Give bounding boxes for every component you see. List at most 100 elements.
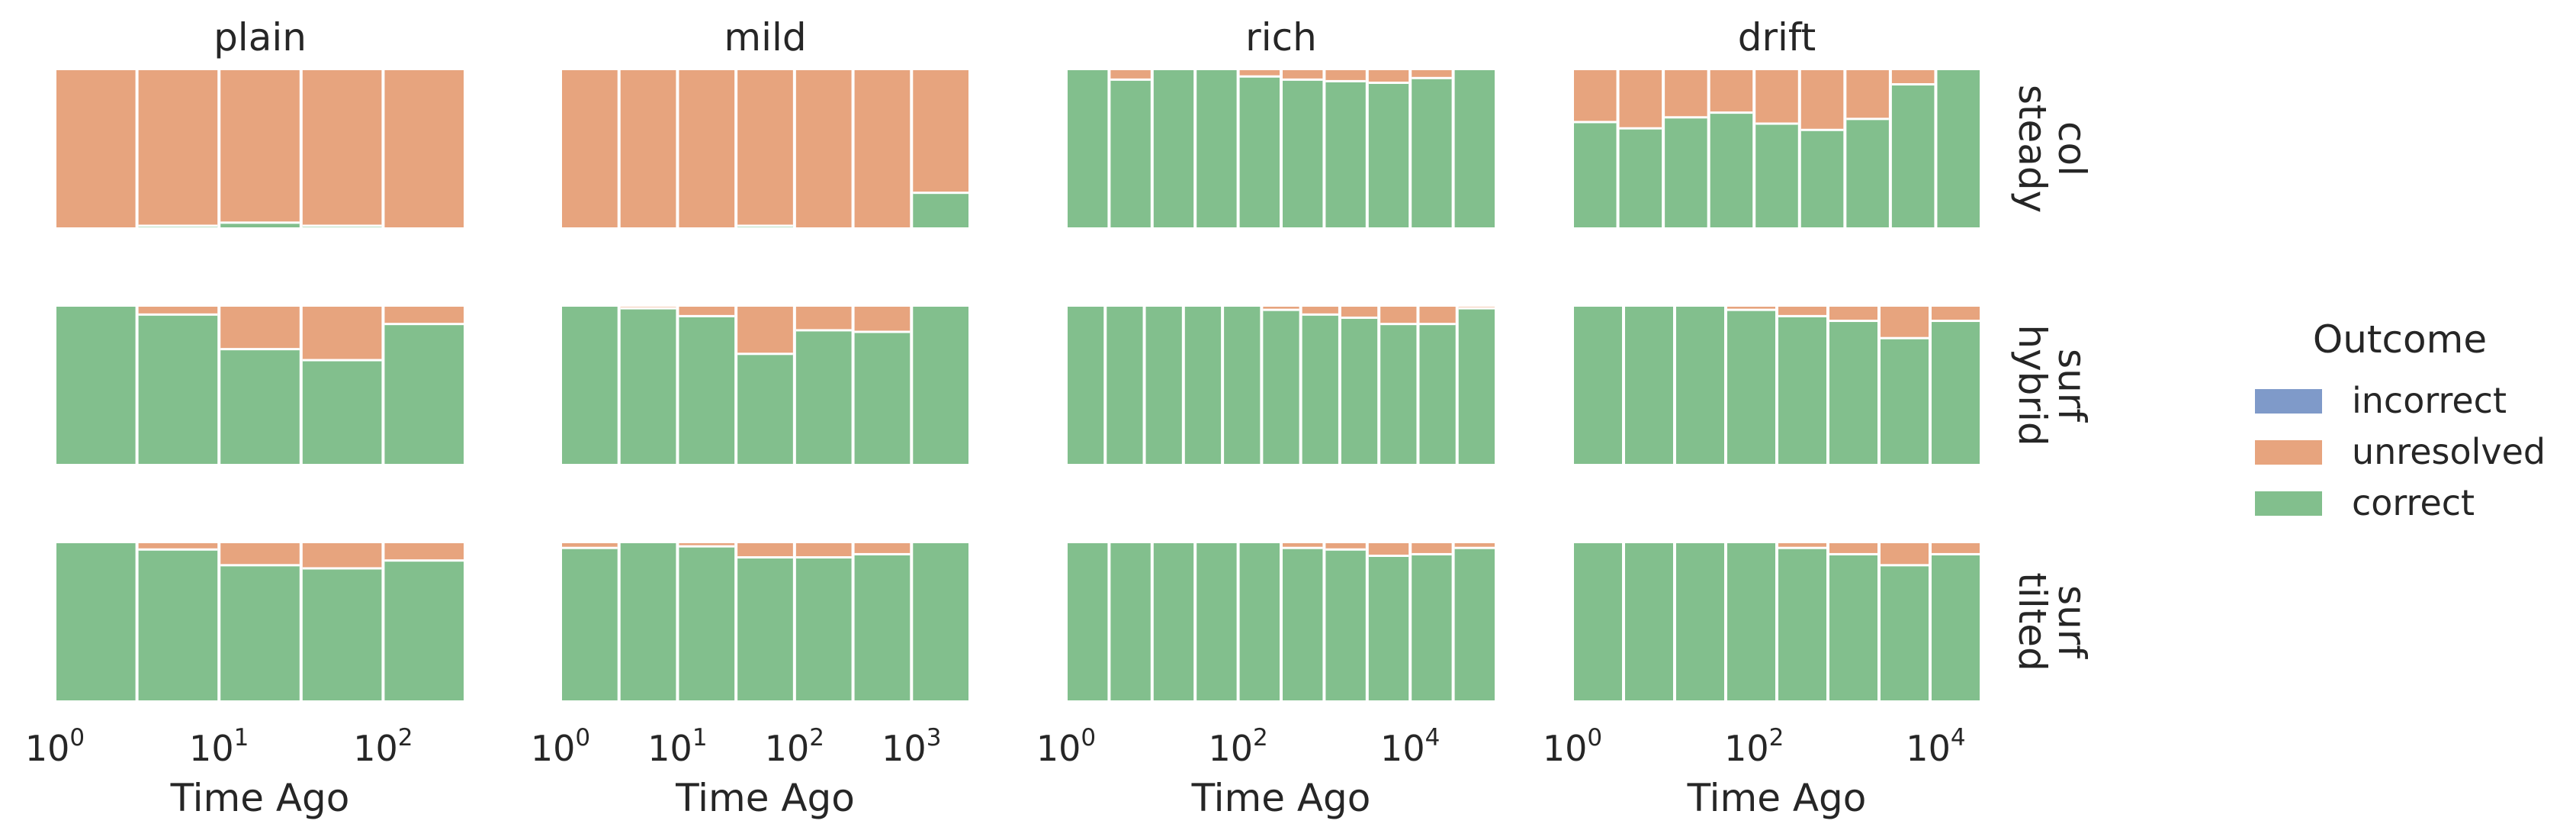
bar-correct bbox=[1153, 70, 1194, 227]
bar-segment-divider bbox=[562, 546, 618, 549]
bar-correct bbox=[1458, 308, 1495, 464]
bar-segment-divider bbox=[138, 548, 218, 551]
bar-unresolved bbox=[138, 543, 218, 550]
legend-label: unresolved bbox=[2352, 431, 2545, 472]
bar-correct bbox=[1932, 320, 1980, 464]
panel-rich-1 bbox=[1068, 307, 1495, 464]
panel-plain-0 bbox=[56, 70, 464, 227]
x-axis-label: Time Ago bbox=[675, 776, 855, 820]
bar-correct bbox=[1881, 338, 1929, 464]
bar-segment-divider bbox=[220, 564, 300, 567]
bar-unresolved bbox=[1412, 543, 1452, 555]
bar-correct bbox=[620, 308, 676, 464]
bar-correct bbox=[562, 307, 618, 464]
column-title: mild bbox=[724, 15, 806, 60]
bar-correct bbox=[1881, 565, 1929, 700]
bar-unresolved bbox=[913, 70, 968, 193]
bar-correct bbox=[1283, 79, 1323, 227]
legend-item-unresolved: unresolved bbox=[2255, 431, 2545, 472]
bar-correct bbox=[1727, 543, 1775, 700]
bar-segment-divider bbox=[1368, 81, 1409, 84]
bar-correct bbox=[302, 360, 382, 464]
bar-unresolved bbox=[1755, 70, 1798, 124]
bar-correct bbox=[1412, 554, 1452, 700]
bar-unresolved bbox=[737, 543, 793, 558]
legend-label: incorrect bbox=[2352, 380, 2507, 421]
bar-unresolved bbox=[138, 307, 218, 315]
bar-correct bbox=[1419, 323, 1456, 464]
bar-correct bbox=[1068, 70, 1108, 227]
bar-unresolved bbox=[1778, 307, 1826, 317]
x-tick-label: 102 bbox=[1724, 724, 1784, 769]
bar-segment-divider bbox=[1829, 320, 1877, 323]
bar-correct bbox=[854, 554, 911, 700]
bar-unresolved bbox=[56, 70, 136, 227]
bar-unresolved bbox=[1283, 70, 1323, 80]
bar-correct bbox=[1574, 121, 1617, 227]
bar-correct bbox=[1778, 316, 1826, 464]
bar-segment-divider bbox=[1778, 314, 1826, 317]
bar-correct bbox=[679, 316, 735, 464]
bar-correct bbox=[795, 557, 852, 700]
bar-unresolved bbox=[1829, 307, 1877, 321]
bar-unresolved bbox=[679, 70, 735, 227]
bar-segment-divider bbox=[1380, 323, 1417, 326]
x-tick-label: 102 bbox=[1208, 724, 1267, 769]
bar-segment-divider bbox=[1778, 546, 1826, 549]
bar-correct bbox=[1224, 307, 1261, 464]
bar-unresolved bbox=[1881, 307, 1929, 339]
bar-segment-divider bbox=[1341, 316, 1378, 319]
bar-unresolved bbox=[1302, 307, 1338, 315]
bar-correct bbox=[1302, 314, 1338, 464]
bar-unresolved bbox=[1454, 543, 1495, 549]
bar-correct bbox=[1619, 128, 1662, 227]
bar-unresolved bbox=[1829, 543, 1877, 555]
bar-unresolved bbox=[1619, 70, 1662, 129]
bar-unresolved bbox=[1263, 307, 1299, 311]
bar-unresolved bbox=[854, 543, 911, 555]
bar-unresolved bbox=[1800, 70, 1844, 130]
bar-correct bbox=[1110, 79, 1151, 227]
bar-correct bbox=[1574, 543, 1622, 700]
x-tick-label: 101 bbox=[189, 724, 249, 769]
bar-segment-divider bbox=[1574, 121, 1617, 124]
bar-correct bbox=[1283, 548, 1323, 700]
bar-segment-divider bbox=[1419, 323, 1456, 326]
bar-segment-divider bbox=[384, 559, 464, 562]
bar-unresolved bbox=[384, 307, 464, 324]
bar-correct bbox=[1454, 548, 1495, 700]
bar-unresolved bbox=[854, 307, 911, 332]
bar-correct bbox=[1937, 70, 1980, 227]
bar-segment-divider bbox=[1412, 552, 1452, 555]
x-tick-label: 104 bbox=[1380, 724, 1440, 769]
bar-correct bbox=[1710, 112, 1753, 227]
x-tick-label: 103 bbox=[882, 724, 941, 769]
bar-correct bbox=[1755, 124, 1798, 227]
panel-drift-1 bbox=[1574, 307, 1980, 464]
bar-correct bbox=[220, 349, 300, 464]
bar-unresolved bbox=[1283, 543, 1323, 549]
bar-segment-divider bbox=[302, 224, 382, 227]
bar-correct bbox=[913, 307, 968, 464]
bar-correct bbox=[1574, 307, 1622, 464]
bar-unresolved bbox=[562, 543, 618, 549]
row-label-line2: hybrid bbox=[2010, 324, 2054, 446]
bar-unresolved bbox=[1727, 307, 1775, 311]
bar-correct bbox=[1800, 130, 1844, 227]
bar-correct bbox=[302, 568, 382, 700]
panel-mild-2 bbox=[562, 543, 968, 700]
bar-segment-divider bbox=[854, 330, 911, 333]
bar-unresolved bbox=[795, 543, 852, 558]
bar-segment-divider bbox=[1283, 78, 1323, 81]
bar-correct bbox=[1239, 76, 1280, 228]
bar-unresolved bbox=[1419, 307, 1456, 324]
bar-segment-divider bbox=[1881, 336, 1929, 340]
row-label-line1: surf bbox=[2050, 349, 2094, 423]
bar-correct bbox=[1068, 543, 1108, 700]
bar-correct bbox=[1068, 307, 1104, 464]
bar-segment-divider bbox=[1458, 307, 1495, 310]
legend: Outcome incorrect unresolved correct bbox=[2255, 317, 2545, 523]
x-axis-label: Time Ago bbox=[1687, 776, 1867, 820]
